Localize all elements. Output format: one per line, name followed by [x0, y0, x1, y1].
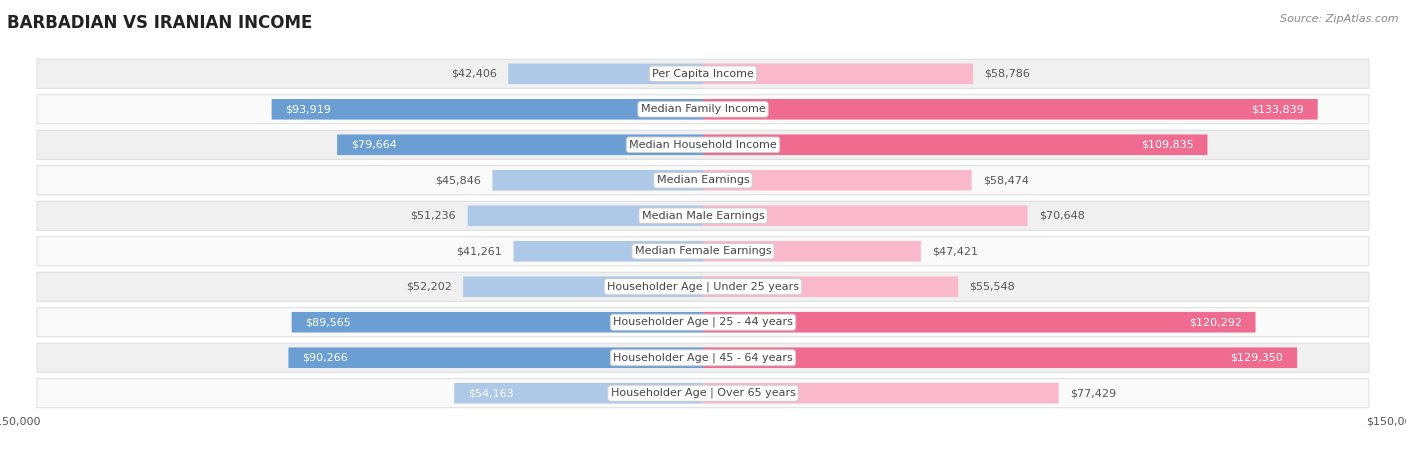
FancyBboxPatch shape — [468, 205, 703, 226]
FancyBboxPatch shape — [37, 130, 1369, 159]
Text: $52,202: $52,202 — [406, 282, 451, 292]
Text: Householder Age | Under 25 years: Householder Age | Under 25 years — [607, 282, 799, 292]
FancyBboxPatch shape — [271, 99, 703, 120]
FancyBboxPatch shape — [337, 134, 703, 155]
FancyBboxPatch shape — [703, 205, 1028, 226]
FancyBboxPatch shape — [703, 64, 973, 84]
Text: Householder Age | Over 65 years: Householder Age | Over 65 years — [610, 388, 796, 398]
Text: $55,548: $55,548 — [970, 282, 1015, 292]
FancyBboxPatch shape — [463, 276, 703, 297]
Text: $47,421: $47,421 — [932, 246, 979, 256]
Text: $41,261: $41,261 — [457, 246, 502, 256]
FancyBboxPatch shape — [703, 134, 1208, 155]
Text: $51,236: $51,236 — [411, 211, 456, 221]
FancyBboxPatch shape — [37, 201, 1369, 230]
Text: $58,474: $58,474 — [983, 175, 1029, 185]
FancyBboxPatch shape — [37, 272, 1369, 301]
Text: Householder Age | 25 - 44 years: Householder Age | 25 - 44 years — [613, 317, 793, 327]
FancyBboxPatch shape — [492, 170, 703, 191]
Text: Householder Age | 45 - 64 years: Householder Age | 45 - 64 years — [613, 353, 793, 363]
Text: Median Male Earnings: Median Male Earnings — [641, 211, 765, 221]
Text: Per Capita Income: Per Capita Income — [652, 69, 754, 79]
Text: $109,835: $109,835 — [1140, 140, 1194, 150]
Text: $79,664: $79,664 — [352, 140, 396, 150]
Text: $89,565: $89,565 — [305, 317, 352, 327]
Text: $129,350: $129,350 — [1230, 353, 1284, 363]
Text: Median Earnings: Median Earnings — [657, 175, 749, 185]
FancyBboxPatch shape — [37, 166, 1369, 195]
Text: $93,919: $93,919 — [285, 104, 332, 114]
Text: $42,406: $42,406 — [451, 69, 496, 79]
FancyBboxPatch shape — [703, 312, 1256, 333]
Text: $77,429: $77,429 — [1070, 388, 1116, 398]
FancyBboxPatch shape — [37, 59, 1369, 88]
Text: Median Household Income: Median Household Income — [628, 140, 778, 150]
Text: BARBADIAN VS IRANIAN INCOME: BARBADIAN VS IRANIAN INCOME — [7, 14, 312, 32]
Text: $58,786: $58,786 — [984, 69, 1031, 79]
FancyBboxPatch shape — [703, 383, 1059, 403]
Text: Source: ZipAtlas.com: Source: ZipAtlas.com — [1281, 14, 1399, 24]
FancyBboxPatch shape — [508, 64, 703, 84]
FancyBboxPatch shape — [703, 99, 1317, 120]
Text: $133,839: $133,839 — [1251, 104, 1303, 114]
FancyBboxPatch shape — [703, 241, 921, 262]
FancyBboxPatch shape — [703, 347, 1298, 368]
FancyBboxPatch shape — [37, 379, 1369, 408]
Text: $120,292: $120,292 — [1188, 317, 1241, 327]
FancyBboxPatch shape — [288, 347, 703, 368]
FancyBboxPatch shape — [703, 276, 957, 297]
FancyBboxPatch shape — [37, 343, 1369, 372]
FancyBboxPatch shape — [37, 237, 1369, 266]
FancyBboxPatch shape — [703, 170, 972, 191]
Text: $70,648: $70,648 — [1039, 211, 1085, 221]
Text: $45,846: $45,846 — [434, 175, 481, 185]
FancyBboxPatch shape — [291, 312, 703, 333]
Text: $90,266: $90,266 — [302, 353, 347, 363]
FancyBboxPatch shape — [37, 308, 1369, 337]
FancyBboxPatch shape — [37, 95, 1369, 124]
FancyBboxPatch shape — [513, 241, 703, 262]
Text: Median Family Income: Median Family Income — [641, 104, 765, 114]
Text: Median Female Earnings: Median Female Earnings — [634, 246, 772, 256]
FancyBboxPatch shape — [454, 383, 703, 403]
Text: $54,163: $54,163 — [468, 388, 513, 398]
